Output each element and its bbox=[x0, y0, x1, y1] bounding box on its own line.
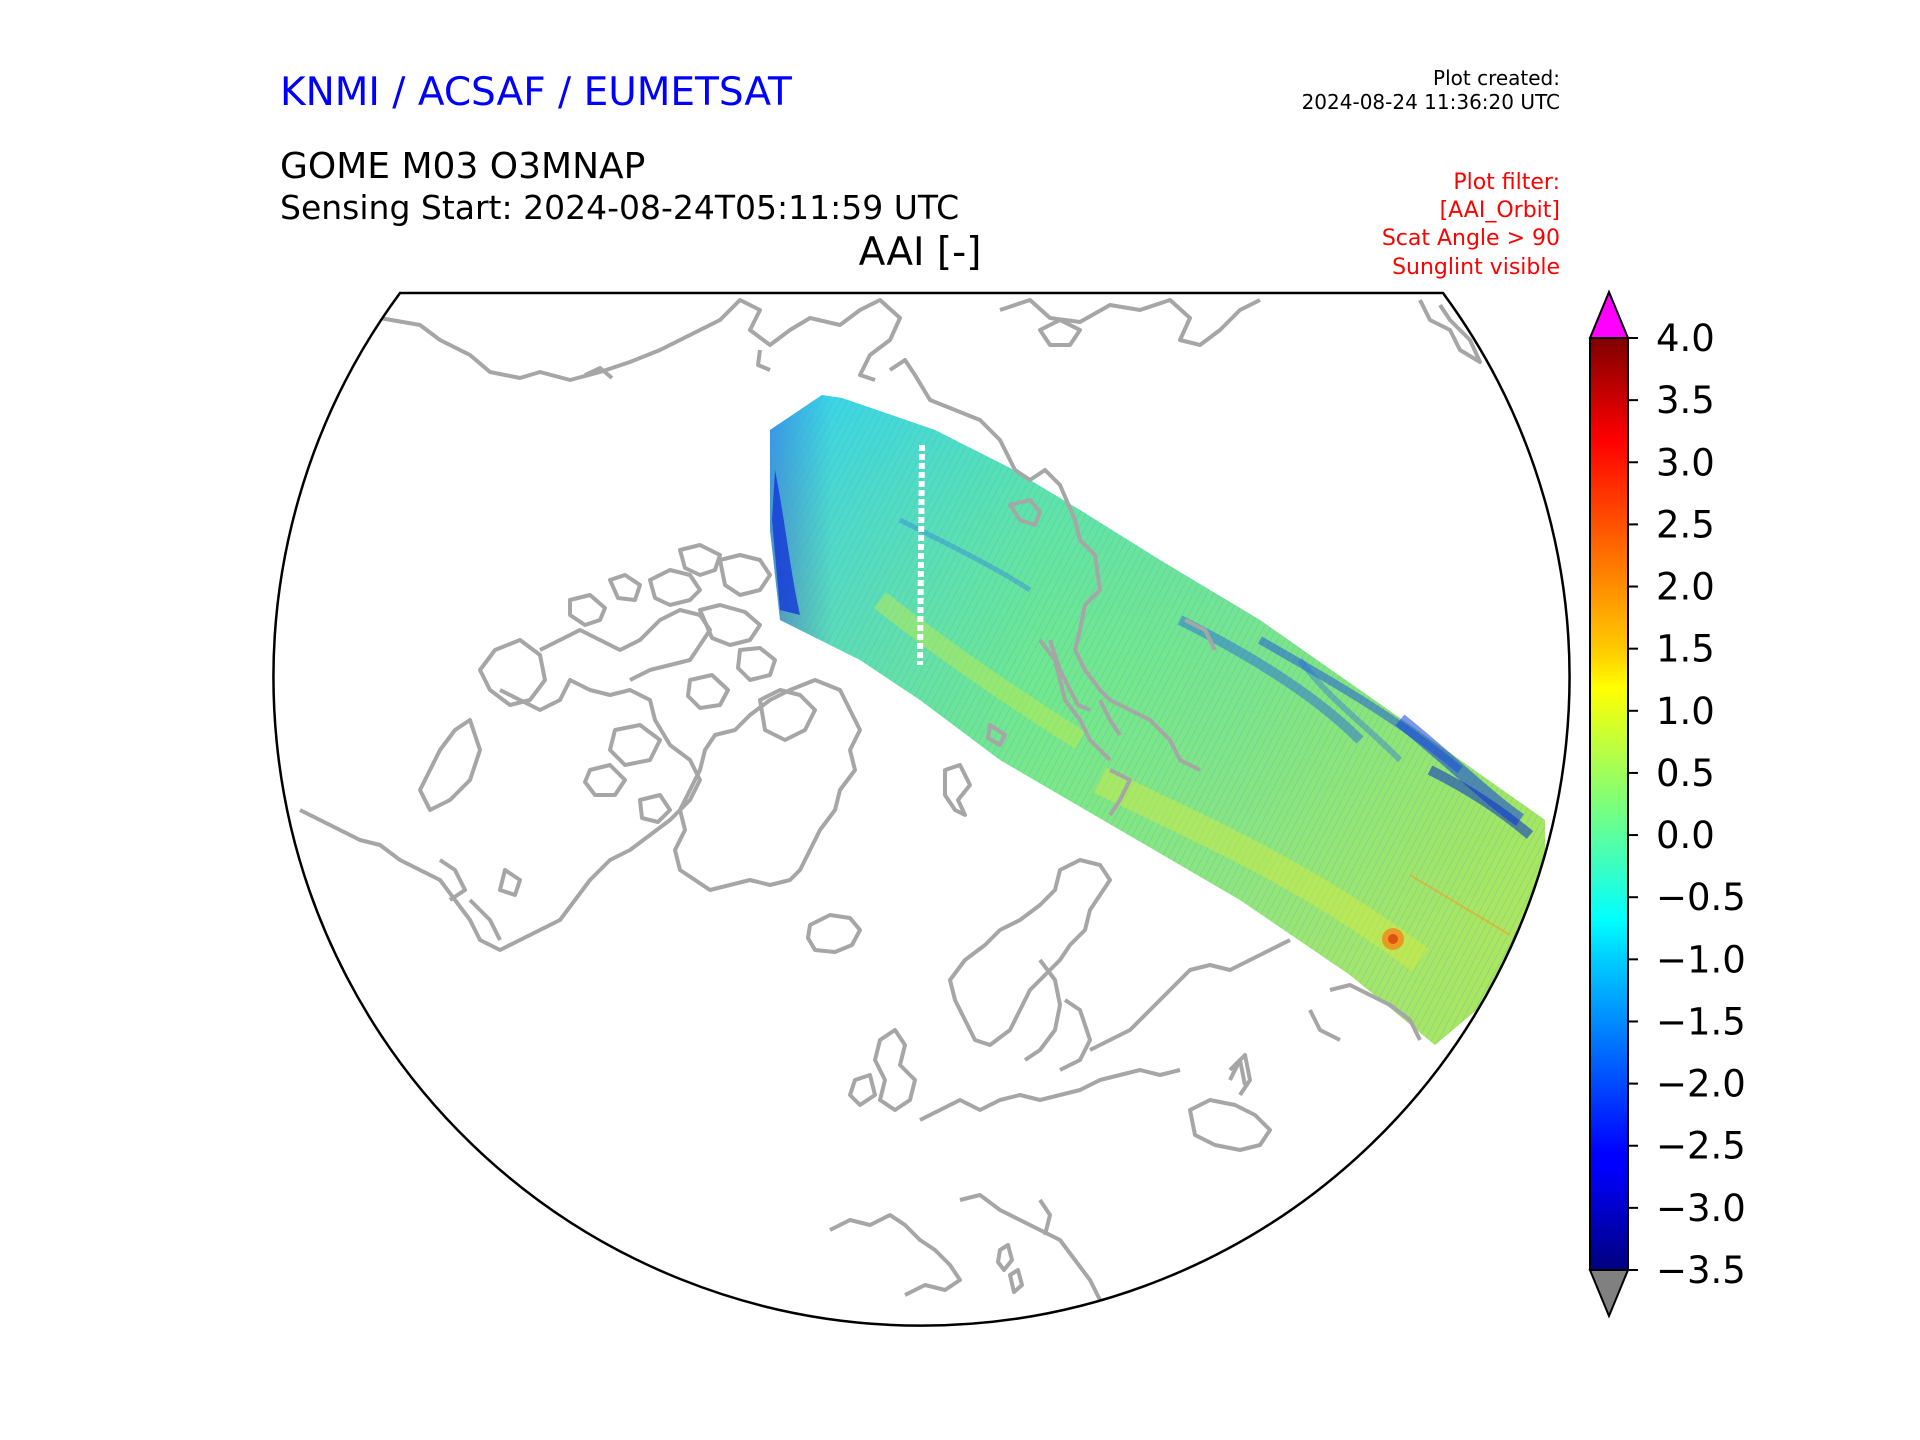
colorbar-tick-label: 1.5 bbox=[1656, 628, 1715, 671]
colorbar-tick-label: 1.0 bbox=[1656, 690, 1715, 733]
colorbar-tick-label: 3.5 bbox=[1656, 379, 1715, 422]
map-boundary bbox=[272, 291, 1571, 1327]
colorbar-tick-label: −1.0 bbox=[1656, 938, 1746, 981]
colorbar-over-triangle bbox=[1588, 289, 1630, 339]
coastlines bbox=[299, 298, 1482, 1301]
colorbar-tick-label: −1.5 bbox=[1656, 1000, 1746, 1043]
plot-created-label: Plot created: bbox=[1433, 66, 1560, 90]
colorbar-tick-label: 0.5 bbox=[1656, 752, 1715, 795]
organisations-title: KNMI / ACSAF / EUMETSAT bbox=[280, 70, 792, 115]
plot-created-timestamp: 2024-08-24 11:36:20 UTC bbox=[1301, 90, 1560, 114]
aai-swath bbox=[770, 395, 1545, 1045]
colorbar-tick-label: −0.5 bbox=[1656, 876, 1746, 919]
colorbar-tick-label: 4.0 bbox=[1656, 317, 1715, 360]
plot-filter-scat-angle: Scat Angle > 90 bbox=[1381, 226, 1560, 251]
plot-filter-heading: Plot filter: bbox=[1453, 170, 1560, 195]
colorbar-tick-label: −2.5 bbox=[1656, 1125, 1746, 1168]
colorbar-tick-label: 2.5 bbox=[1656, 503, 1715, 546]
product-name: GOME M03 O3MNAP bbox=[280, 146, 646, 187]
map-area bbox=[299, 298, 1545, 1301]
map-title: AAI [-] bbox=[858, 230, 982, 275]
colorbar-gradient bbox=[1589, 337, 1629, 1271]
colorbar-under-triangle bbox=[1588, 1269, 1630, 1319]
colorbar-tick-label: −2.0 bbox=[1656, 1063, 1746, 1106]
plot-filter-sunglint: Sunglint visible bbox=[1392, 255, 1560, 280]
colorbar: 4.0 3.5 3.0 2.5 2.0 1.5 1.0 0.5 0.0 −0.5 −1.0 −1.5 −… bbox=[1588, 289, 1746, 1319]
colorbar-tick-label: 0.0 bbox=[1656, 814, 1715, 857]
colorbar-tick-label: 2.0 bbox=[1656, 566, 1715, 609]
colorbar-tick-label: −3.5 bbox=[1656, 1249, 1746, 1292]
colorbar-tick-label: 3.0 bbox=[1656, 441, 1715, 484]
sensing-start: Sensing Start: 2024-08-24T05:11:59 UTC bbox=[280, 188, 960, 227]
colorbar-ticks: 4.0 3.5 3.0 2.5 2.0 1.5 1.0 0.5 0.0 −0.5 −1.0 −1.5 −… bbox=[1628, 317, 1746, 1292]
plot-filter-orbit: [AAI_Orbit] bbox=[1439, 198, 1560, 223]
colorbar-tick-label: −3.0 bbox=[1656, 1187, 1746, 1230]
